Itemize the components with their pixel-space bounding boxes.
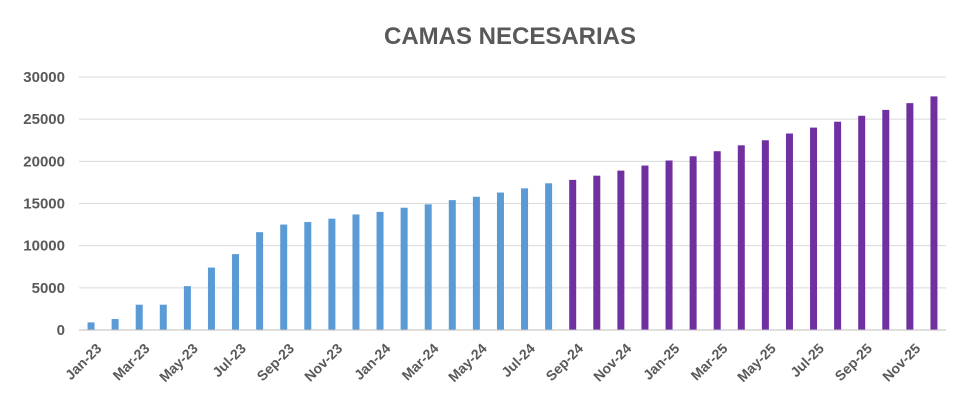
bar-May-23: [183, 286, 191, 330]
x-tick-label: Jul-25: [787, 340, 827, 380]
x-tick-label: Sep-24: [542, 340, 586, 384]
bar-Jun-24: [496, 192, 504, 330]
bar-Apr-24: [448, 200, 456, 330]
bar-Aug-24: [545, 183, 553, 330]
x-tick-label: Nov-24: [590, 340, 634, 384]
x-tick-label: Jul-24: [498, 340, 538, 380]
grid-lines: [79, 76, 946, 289]
x-tick-label: Jan-25: [640, 340, 683, 383]
bar-Mar-24: [424, 204, 432, 330]
bar-Sep-24: [569, 179, 577, 330]
bar-Mar-23: [135, 304, 143, 330]
x-tick-label: Mar-24: [398, 340, 441, 383]
y-tick-label: 0: [57, 322, 65, 339]
bars: [87, 96, 938, 331]
bar-May-25: [761, 140, 769, 330]
bar-Oct-23: [304, 222, 312, 330]
x-tick-label: Jan-23: [62, 340, 105, 383]
bar-Nov-24: [617, 170, 625, 330]
bar-Jul-24: [521, 188, 529, 330]
bar-Jul-25: [810, 127, 818, 330]
bar-May-24: [472, 196, 480, 330]
chart-title: CAMAS NECESARIAS: [384, 23, 636, 50]
x-tick-label: Mar-25: [687, 340, 730, 383]
x-tick-label: Jan-24: [351, 340, 394, 383]
x-tick-label: Nov-23: [301, 340, 345, 384]
bar-Dec-24: [641, 165, 649, 330]
bar-Dec-23: [352, 214, 360, 330]
y-tick-label: 25000: [23, 111, 65, 128]
y-tick-label: 5000: [32, 280, 65, 297]
bar-Aug-23: [256, 232, 264, 330]
y-axis-ticks: 0 5000 10000 15000 20000 25000 30000: [23, 69, 65, 339]
x-tick-label: May-24: [445, 340, 490, 385]
bar-Oct-25: [882, 109, 890, 330]
bar-Feb-25: [689, 156, 697, 330]
bar-Nov-25: [906, 103, 914, 330]
bar-Mar-25: [713, 151, 721, 330]
bar-Sep-25: [858, 115, 866, 330]
y-tick-label: 15000: [23, 196, 65, 213]
bar-Nov-23: [328, 218, 336, 330]
bar-Oct-24: [593, 175, 601, 330]
bar-Jan-24: [376, 211, 384, 330]
bar-Feb-24: [400, 207, 408, 330]
bar-Jan-23: [87, 322, 95, 330]
bar-Apr-23: [159, 304, 167, 330]
x-tick-label: May-23: [156, 340, 201, 385]
y-tick-label: 10000: [23, 238, 65, 255]
x-tick-label: Jul-23: [209, 340, 249, 380]
x-tick-label: May-25: [734, 340, 779, 385]
bar-Jun-23: [207, 267, 215, 330]
x-tick-label: Sep-25: [831, 340, 875, 384]
bar-Jan-25: [665, 160, 673, 330]
y-tick-label: 30000: [23, 69, 65, 86]
x-axis-ticks: Jan-23 Mar-23 May-23 Jul-23 Sep-23 Nov-23 Jan-…: [62, 340, 924, 385]
bar-Sep-23: [280, 224, 288, 330]
bar-Apr-25: [737, 145, 745, 330]
x-tick-label: Sep-23: [253, 340, 297, 384]
x-tick-label: Mar-23: [109, 340, 152, 383]
x-tick-label: Nov-25: [879, 340, 923, 384]
bar-Dec-25: [930, 96, 938, 330]
bar-Jul-23: [232, 254, 240, 330]
bar-Feb-23: [111, 319, 119, 330]
bar-Jun-25: [785, 133, 793, 330]
y-tick-label: 20000: [23, 153, 65, 170]
bar-Aug-25: [834, 121, 842, 331]
